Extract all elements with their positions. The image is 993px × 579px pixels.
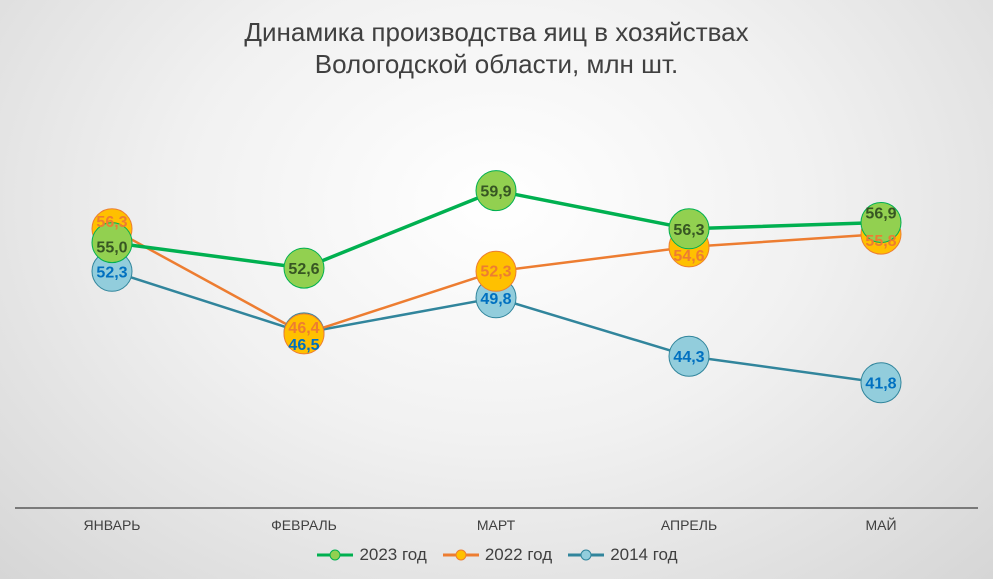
legend-swatch-marker — [580, 549, 592, 561]
data-label: 56,9 — [865, 206, 896, 223]
data-marker — [860, 202, 902, 243]
chart-title-line-1: Динамика производства яиц в хозяйствах — [244, 17, 749, 47]
legend-swatch — [317, 549, 354, 561]
data-label: 52,6 — [288, 261, 319, 278]
legend-item: 2014 год — [566, 545, 678, 565]
data-label: 46,5 — [288, 337, 319, 354]
data-marker — [668, 208, 710, 250]
data-label: 49,8 — [480, 291, 511, 308]
data-marker — [668, 335, 710, 377]
legend-label: 2022 год — [484, 545, 553, 564]
data-marker — [475, 250, 517, 292]
data-label: 56,3 — [96, 214, 127, 231]
x-tick-label: АПРЕЛЬ — [661, 517, 717, 533]
data-label: 52,3 — [480, 263, 511, 280]
data-label: 55,8 — [865, 233, 896, 250]
data-marker — [91, 222, 133, 264]
legend-label: 2014 год — [610, 545, 678, 564]
data-label: 46,4 — [288, 320, 319, 337]
legend-swatch-marker — [329, 549, 341, 561]
data-marker — [283, 247, 325, 289]
data-label: 41,8 — [865, 376, 896, 393]
data-marker — [283, 313, 325, 355]
x-tick-label: ФЕВРАЛЬ — [271, 517, 337, 533]
data-marker — [860, 362, 902, 404]
data-label: 44,3 — [673, 349, 704, 366]
chart-title: Динамика производства яиц в хозяйствах В… — [0, 16, 993, 80]
data-marker — [475, 170, 517, 212]
data-label: 59,9 — [480, 184, 511, 201]
legend-item: 2022 год — [441, 545, 552, 565]
legend-label: 2023 год — [359, 545, 427, 564]
x-tick-label: ЯНВАРЬ — [84, 517, 141, 533]
legend-swatch — [568, 549, 605, 561]
data-label: 52,3 — [96, 264, 127, 281]
legend-swatch — [442, 549, 479, 561]
chart-title-line-2: Вологодской области, млн шт. — [314, 49, 679, 79]
legend-swatch-marker — [455, 549, 467, 561]
data-label: 54,6 — [673, 248, 704, 265]
x-tick-label: МАРТ — [477, 517, 516, 533]
x-tick-label: МАЙ — [865, 516, 896, 533]
legend: 2023 год 2022 год 2014 год — [0, 545, 993, 565]
data-label: 56,3 — [673, 222, 704, 239]
data-label: 55,0 — [96, 240, 127, 257]
legend-item: 2023 год — [315, 545, 427, 565]
